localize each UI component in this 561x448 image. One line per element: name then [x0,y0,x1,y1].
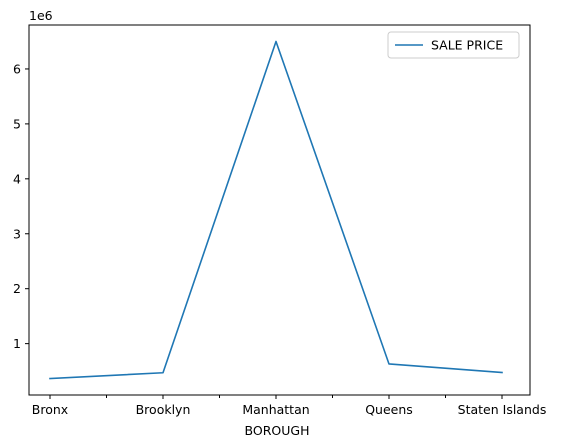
plot-background [29,25,530,395]
y-tick-label: 4 [13,171,21,186]
series-layer [49,40,503,380]
legend-box [387,31,520,59]
legend-label: SALE PRICE [431,38,503,53]
x-tick-label: Brooklyn [136,402,191,417]
y-tick-label: 1 [13,336,21,351]
x-tick-label: Queens [365,402,413,417]
x-tick-label: Manhattan [242,402,309,417]
y-offset-label: 1e6 [29,8,53,23]
x-tick-label: Bronx [32,402,68,417]
y-tick-label: 2 [13,281,21,296]
x-axis: Bronx Brooklyn Manhattan Queens Staten Islan… [32,395,547,417]
plot-frame [28,24,531,396]
x-axis-title: BOROUGH [245,423,310,438]
y-tick-label: 6 [13,61,21,76]
legend: SALE PRICE [387,31,520,59]
series-line [49,40,503,380]
y-axis: 1 2 3 4 5 6 [13,61,29,351]
y-tick-label: 5 [13,116,21,131]
x-tick-label: Staten Islands [458,402,547,417]
y-tick-label: 3 [13,226,21,241]
